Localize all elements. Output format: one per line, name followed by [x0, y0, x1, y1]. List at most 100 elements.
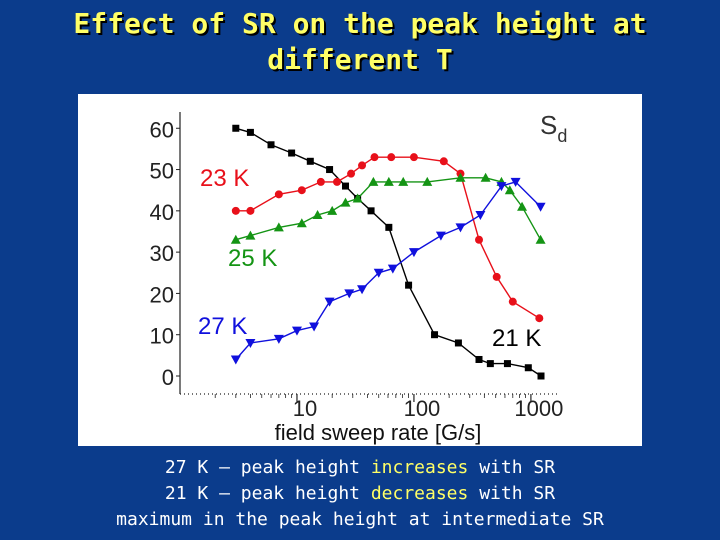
data-point: [267, 141, 275, 149]
x-tick-label: 10: [293, 396, 317, 421]
data-point: [535, 202, 546, 212]
data-point: [475, 235, 484, 244]
data-point: [367, 207, 375, 215]
title-line-2: different T: [267, 43, 453, 76]
data-point: [246, 206, 255, 215]
data-point: [245, 230, 256, 240]
data-point: [370, 153, 379, 162]
data-point: [431, 331, 439, 339]
data-point: [508, 297, 517, 306]
data-point: [357, 285, 368, 295]
data-point: [387, 264, 398, 274]
data-point: [408, 248, 419, 258]
data-point: [439, 157, 448, 166]
data-point: [398, 176, 409, 186]
data-point: [409, 153, 418, 162]
data-point: [454, 339, 462, 347]
data-point: [333, 177, 342, 186]
data-point: [316, 177, 325, 186]
data-point: [288, 149, 296, 157]
y-tick-label: 40: [150, 200, 174, 225]
data-point: [309, 322, 320, 332]
note-line-1: 27 K – peak height increases with SR: [0, 455, 720, 481]
data-point: [342, 182, 350, 190]
y-tick-label: 0: [162, 365, 174, 390]
series-23k: [231, 153, 544, 323]
note-1-highlight: increases: [370, 457, 469, 478]
data-point: [344, 289, 355, 299]
data-point: [273, 222, 284, 232]
data-point: [524, 364, 532, 372]
y-tick-label: 20: [150, 282, 174, 307]
data-point: [231, 206, 240, 215]
data-point: [324, 297, 335, 307]
note-line-2: 21 K – peak height decreases with SR: [0, 481, 720, 507]
slide-title: Effect of SR on the peak height at diffe…: [0, 6, 720, 78]
data-point: [274, 190, 283, 199]
corner-label-main: S: [540, 110, 557, 140]
y-tick-label: 10: [150, 324, 174, 349]
x-tick-label: 100: [404, 396, 441, 421]
note-1-tail: with SR: [468, 457, 556, 478]
data-point: [455, 172, 466, 182]
data-point: [291, 326, 302, 336]
note-2-tail: with SR: [468, 483, 556, 504]
data-point: [535, 314, 544, 323]
data-point: [312, 209, 323, 219]
notes: 27 K – peak height increases with SR 21 …: [0, 455, 720, 533]
chart-series: [230, 124, 546, 380]
data-point: [422, 176, 433, 186]
data-point: [273, 334, 284, 344]
y-tick-label: 50: [150, 159, 174, 184]
note-1-text: 27 K – peak height: [164, 457, 371, 478]
data-point: [496, 182, 507, 192]
data-point: [486, 360, 494, 368]
data-point: [306, 157, 314, 165]
data-point: [297, 186, 306, 195]
data-point: [387, 153, 396, 162]
data-point: [246, 128, 254, 136]
note-line-3: maximum in the peak height at intermedia…: [116, 509, 604, 530]
data-point: [230, 355, 241, 365]
series-label: 25 K: [228, 245, 277, 272]
corner-label: Sd: [540, 110, 567, 146]
data-point: [245, 338, 256, 348]
note-2-highlight: decreases: [370, 483, 469, 504]
data-point: [517, 201, 528, 211]
data-point: [230, 234, 241, 244]
data-point: [385, 223, 393, 231]
data-point: [504, 185, 515, 195]
x-tick-label: 1000: [514, 396, 563, 421]
series-label: 23 K: [200, 165, 249, 192]
data-point: [352, 193, 363, 203]
data-point: [232, 124, 240, 132]
data-point: [373, 268, 384, 278]
chart-axes: 0 10 20 30 40 50 60 10 100 1000: [150, 112, 563, 421]
data-point: [537, 372, 545, 380]
series-label: 21 K: [492, 325, 541, 352]
data-point: [492, 272, 501, 281]
data-point: [510, 177, 521, 187]
data-point: [405, 281, 413, 289]
data-point: [535, 234, 546, 244]
data-point: [347, 169, 356, 178]
series-label: 27 K: [198, 313, 247, 340]
note-2-text: 21 K – peak height: [164, 483, 371, 504]
data-point: [475, 355, 483, 363]
data-point: [435, 231, 446, 241]
data-point: [480, 172, 491, 182]
data-point: [326, 166, 334, 174]
data-point: [358, 161, 367, 170]
series-27k: [230, 177, 546, 365]
data-point: [475, 210, 486, 220]
data-point: [503, 360, 511, 368]
data-point: [383, 176, 394, 186]
chart-series-labels: 23 K 25 K 27 K 21 K: [198, 165, 541, 352]
y-tick-label: 60: [150, 117, 174, 142]
data-point: [455, 223, 466, 233]
title-line-1: Effect of SR on the peak height at: [73, 7, 647, 40]
data-point: [368, 176, 379, 186]
data-point: [327, 205, 338, 215]
data-point: [296, 218, 307, 228]
